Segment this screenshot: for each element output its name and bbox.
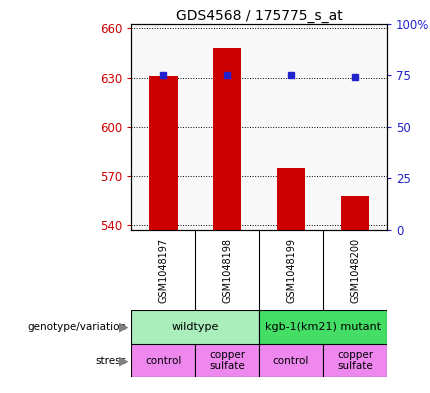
- Text: wildtype: wildtype: [172, 322, 219, 332]
- Bar: [195, 344, 259, 377]
- Text: stress: stress: [96, 356, 127, 365]
- Text: ▶: ▶: [120, 354, 129, 367]
- Title: GDS4568 / 175775_s_at: GDS4568 / 175775_s_at: [176, 9, 342, 22]
- Text: GSM1048197: GSM1048197: [158, 238, 168, 303]
- Bar: [341, 196, 369, 230]
- Bar: [259, 344, 323, 377]
- Bar: [213, 48, 242, 230]
- Text: copper
sulfate: copper sulfate: [337, 350, 373, 371]
- Bar: [131, 344, 195, 377]
- Bar: [259, 310, 387, 344]
- Text: control: control: [273, 356, 309, 365]
- Text: GSM1048198: GSM1048198: [222, 238, 232, 303]
- Text: ▶: ▶: [120, 321, 129, 334]
- Text: copper
sulfate: copper sulfate: [209, 350, 245, 371]
- Text: kgb-1(km21) mutant: kgb-1(km21) mutant: [265, 322, 381, 332]
- Bar: [131, 310, 259, 344]
- Bar: [149, 76, 178, 230]
- Text: GSM1048199: GSM1048199: [286, 238, 296, 303]
- Bar: [323, 344, 387, 377]
- Text: control: control: [145, 356, 181, 365]
- Text: GSM1048200: GSM1048200: [350, 238, 360, 303]
- Bar: [276, 168, 305, 230]
- Text: genotype/variation: genotype/variation: [28, 322, 127, 332]
